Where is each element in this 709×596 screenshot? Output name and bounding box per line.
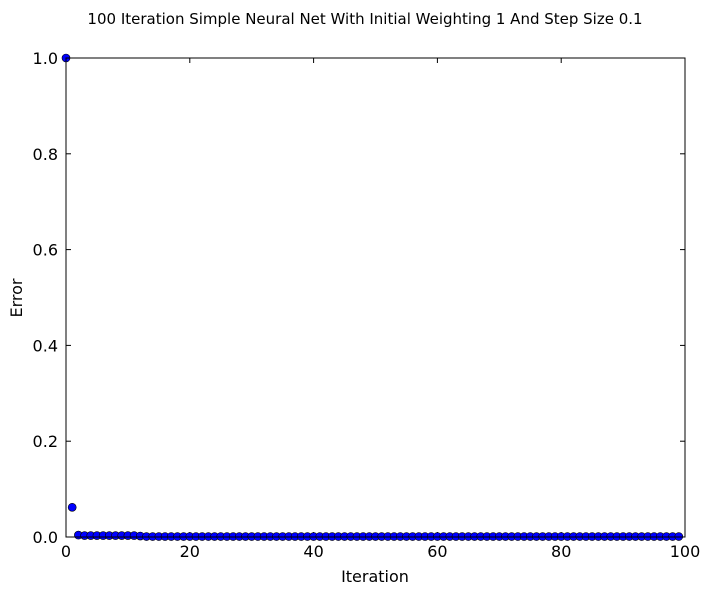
y-tick-label: 1.0 bbox=[33, 49, 58, 68]
x-tick-label: 0 bbox=[61, 542, 71, 561]
y-tick-label: 0.6 bbox=[33, 241, 58, 260]
y-tick-label: 0.2 bbox=[33, 432, 58, 451]
x-tick-label: 20 bbox=[180, 542, 200, 561]
y-tick-label: 0.8 bbox=[33, 145, 58, 164]
x-tick-label: 80 bbox=[551, 542, 571, 561]
x-tick-label: 60 bbox=[427, 542, 447, 561]
tick-labels: 0 20 40 60 80 100 0.0 0.2 0.4 0.6 0.8 1.0 bbox=[33, 49, 701, 561]
plot-area bbox=[66, 58, 685, 537]
chart-title: 100 Iteration Simple Neural Net With Ini… bbox=[87, 10, 642, 28]
y-tick-label: 0.0 bbox=[33, 528, 58, 547]
plot-frame bbox=[65, 57, 686, 538]
y-axis-label: Error bbox=[7, 278, 26, 317]
x-axis-label: Iteration bbox=[341, 567, 409, 586]
y-tick-label: 0.4 bbox=[33, 336, 58, 355]
x-tick-label: 40 bbox=[303, 542, 323, 561]
data-point bbox=[67, 503, 77, 512]
x-tick-label: 100 bbox=[670, 542, 701, 561]
